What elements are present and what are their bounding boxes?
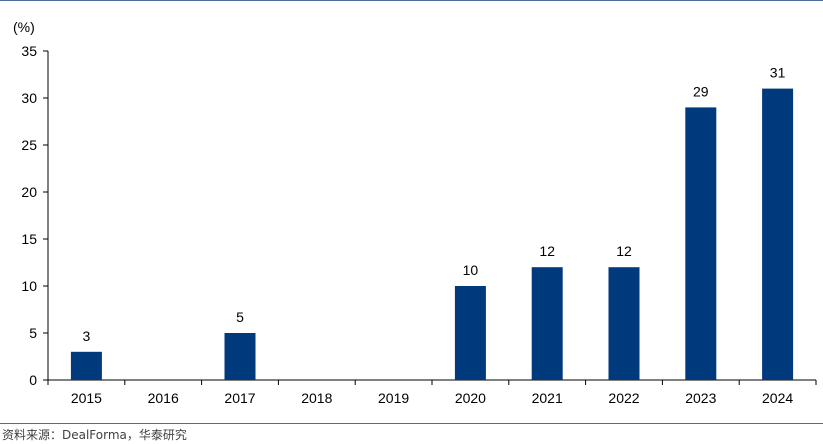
y-tick-label: 30 — [21, 90, 37, 106]
x-tick-label: 2023 — [685, 390, 716, 406]
bar-data-label: 3 — [83, 328, 91, 344]
source-note: 资料来源：DealForma，华泰研究 — [2, 428, 187, 442]
bar-data-label: 12 — [616, 243, 632, 259]
x-tick-label: 2024 — [762, 390, 793, 406]
y-tick-label: 15 — [21, 231, 37, 247]
bottom-rule — [0, 423, 823, 424]
bar-2020 — [454, 286, 486, 380]
y-tick-label: 35 — [21, 43, 37, 59]
bar-data-label: 10 — [463, 262, 479, 278]
y-axis: 0 5 10 15 20 25 30 35 — [21, 43, 49, 388]
bar-2023 — [685, 107, 717, 381]
x-tick-label: 2019 — [378, 390, 409, 406]
y-axis-unit-label: (%) — [13, 19, 35, 35]
y-tick-label: 0 — [29, 372, 37, 388]
bar-2024 — [762, 88, 794, 380]
bars — [70, 88, 794, 381]
bar-2022 — [608, 267, 640, 380]
x-tick-label: 2015 — [71, 390, 102, 406]
bar-2017 — [224, 333, 256, 380]
x-tick-label: 2020 — [455, 390, 486, 406]
y-tick-label: 10 — [21, 278, 37, 294]
x-tick-label: 2016 — [148, 390, 179, 406]
x-tick-label: 2018 — [301, 390, 332, 406]
bar-2021 — [531, 267, 563, 380]
bar-data-label: 29 — [693, 83, 709, 99]
bar-data-label: 12 — [539, 243, 555, 259]
y-tick-label: 5 — [29, 325, 37, 341]
bar-data-labels: 3 5 10 12 12 29 31 — [83, 65, 786, 344]
bar-2015 — [70, 351, 102, 380]
x-axis: 2015 2016 2017 2018 2019 2020 2021 2022 2023 2024 — [47, 379, 817, 406]
bar-data-label: 5 — [236, 309, 244, 325]
y-tick-label: 25 — [21, 137, 37, 153]
bar-data-label: 31 — [770, 65, 786, 81]
x-tick-label: 2022 — [608, 390, 639, 406]
y-tick-label: 20 — [21, 184, 37, 200]
top-rule — [0, 0, 823, 1]
x-tick-label: 2021 — [532, 390, 563, 406]
x-tick-label: 2017 — [224, 390, 255, 406]
